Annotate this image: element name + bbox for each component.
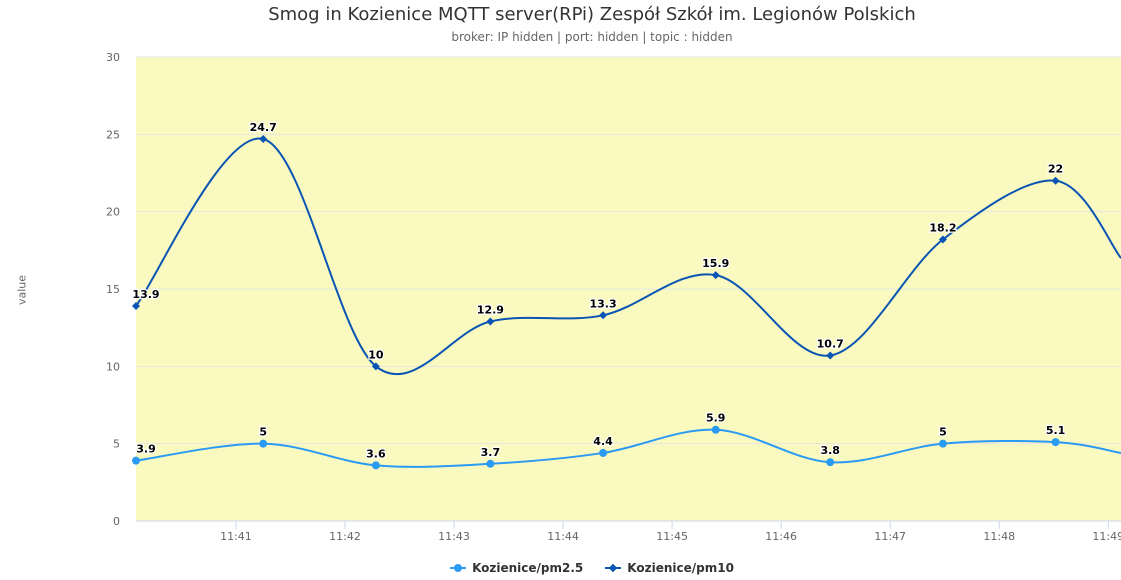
data-point-marker bbox=[371, 362, 380, 371]
legend-diamond-marker-icon bbox=[605, 563, 622, 573]
legend-circle-marker-icon bbox=[450, 563, 467, 573]
x-tick-label: 11:43 bbox=[438, 530, 470, 543]
legend-item-pm25[interactable]: Kozienice/pm2.5 bbox=[450, 561, 583, 575]
legend-item-pm10[interactable]: Kozienice/pm10 bbox=[605, 561, 734, 575]
y-tick-label: 15 bbox=[106, 283, 120, 296]
data-point-marker bbox=[826, 458, 835, 467]
data-point-marker bbox=[711, 271, 720, 280]
series-line-pm10 bbox=[136, 137, 1121, 376]
data-label: 18.2 bbox=[929, 222, 956, 235]
y-tick-label: 0 bbox=[113, 515, 120, 528]
x-tick-label: 11:44 bbox=[547, 530, 579, 543]
x-tick-label: 11:41 bbox=[220, 530, 252, 543]
data-point-marker bbox=[938, 235, 947, 244]
x-tick-label: 11:47 bbox=[874, 530, 906, 543]
y-tick-label: 20 bbox=[106, 206, 120, 219]
data-point-marker bbox=[486, 317, 495, 326]
y-tick-label: 10 bbox=[106, 360, 120, 373]
data-point-marker bbox=[486, 459, 495, 468]
y-tick-label: 5 bbox=[113, 438, 120, 451]
data-label: 4.4 bbox=[593, 435, 613, 448]
legend: Kozienice/pm2.5 Kozienice/pm10 bbox=[0, 561, 1121, 575]
data-label: 22 bbox=[1048, 163, 1063, 176]
data-point-marker bbox=[599, 448, 608, 457]
x-tick-label: 11:48 bbox=[983, 530, 1015, 543]
data-label: 10.7 bbox=[817, 338, 844, 351]
legend-label-pm25: Kozienice/pm2.5 bbox=[472, 561, 584, 575]
data-point-marker bbox=[1051, 438, 1060, 447]
series-line-pm25 bbox=[136, 428, 1121, 468]
data-label: 15.9 bbox=[702, 257, 729, 270]
data-point-marker bbox=[599, 311, 608, 320]
data-label: 10 bbox=[368, 348, 384, 361]
data-point-marker bbox=[711, 425, 720, 434]
x-tick-label: 11:46 bbox=[765, 530, 797, 543]
chart-title: Smog in Kozienice MQTT server(RPi) Zespó… bbox=[268, 4, 916, 25]
data-point-marker bbox=[1051, 176, 1060, 185]
x-tick-label: 11:42 bbox=[329, 530, 361, 543]
data-label: 5.9 bbox=[706, 412, 726, 425]
data-label: 3.8 bbox=[820, 444, 840, 457]
data-point-marker bbox=[938, 439, 947, 448]
data-label: 13.3 bbox=[589, 297, 616, 310]
legend-label-pm10: Kozienice/pm10 bbox=[627, 561, 734, 575]
data-label: 5 bbox=[259, 426, 267, 439]
data-point-marker bbox=[259, 134, 268, 143]
data-label: 24.7 bbox=[250, 121, 277, 134]
data-label: 3.7 bbox=[481, 446, 501, 459]
data-point-marker bbox=[132, 302, 140, 311]
data-point-marker bbox=[826, 351, 835, 360]
data-label: 3.9 bbox=[136, 443, 156, 456]
data-label: 12.9 bbox=[477, 303, 504, 316]
x-tick-label: 11:45 bbox=[656, 530, 688, 543]
data-point-marker bbox=[371, 461, 380, 470]
data-point-marker bbox=[132, 456, 140, 465]
y-tick-label: 25 bbox=[106, 128, 120, 141]
x-tick-label: 11:49 bbox=[1092, 530, 1121, 543]
y-tick-label: 30 bbox=[106, 51, 120, 64]
data-label: 3.6 bbox=[366, 447, 386, 460]
data-label: 5 bbox=[939, 426, 947, 439]
data-label: 5.1 bbox=[1046, 424, 1066, 437]
data-label: 13.9 bbox=[132, 288, 159, 301]
data-point-marker bbox=[259, 439, 268, 448]
chart-subtitle: broker: IP hidden | port: hidden | topic… bbox=[451, 30, 733, 44]
